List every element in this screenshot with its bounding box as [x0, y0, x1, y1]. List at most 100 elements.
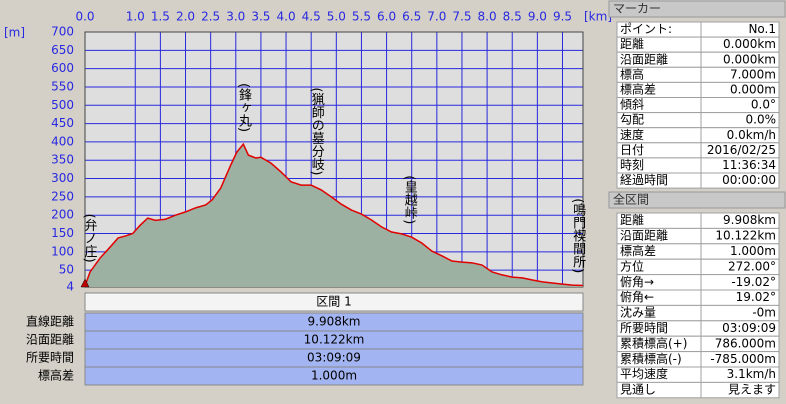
panel-value: No.1 — [748, 22, 776, 36]
panel-value: 見えます — [728, 383, 776, 397]
panel-value: 7.000m — [730, 67, 776, 81]
section-label: 所要時間 — [26, 351, 74, 365]
panel-value: 11:36:34 — [722, 158, 776, 172]
panel-label: 傾斜 — [620, 98, 644, 112]
section-label: 直線距離 — [26, 314, 74, 329]
panel-label: 平均速度 — [620, 366, 668, 381]
y-tick-label: 200 — [51, 208, 74, 222]
panel-value: 0.000km — [723, 52, 776, 66]
panel-label: ポイント: — [620, 22, 672, 36]
y-tick-label: 50 — [59, 263, 74, 277]
waypoint-label: (鳴門禊間所) — [570, 198, 586, 273]
y-tick-label: 4 — [66, 280, 74, 294]
panel-label: 速度 — [620, 127, 644, 142]
panel-value: 1.000m — [730, 244, 776, 258]
x-tick-label: 1.0 — [126, 10, 145, 24]
x-tick-label: 4.5 — [302, 10, 321, 24]
panel-value: 786.000m — [715, 336, 776, 350]
panel-label: 標高 — [620, 66, 644, 81]
panel-label: 時刻 — [620, 158, 644, 172]
panel-value: 00:00:00 — [722, 173, 776, 187]
y-axis-label: [m] — [4, 26, 25, 40]
panel-value: 19.02° — [736, 290, 776, 304]
x-tick-label: 7.5 — [452, 10, 471, 24]
panel-label: 累積標高(-) — [620, 351, 682, 366]
panel-label: 標高差 — [620, 81, 656, 96]
profile-fill — [85, 144, 583, 287]
x-tick-label: 5.0 — [327, 10, 346, 24]
y-tick-label: 550 — [51, 79, 74, 93]
section-header: 区間 1 — [316, 295, 351, 309]
x-tick-label: 6.5 — [402, 10, 421, 24]
profile-line — [84, 142, 584, 287]
x-tick-label: 4.0 — [277, 10, 296, 24]
x-tick-label: 9.5 — [553, 10, 572, 24]
y-tick-label: 300 — [51, 171, 74, 185]
panel-label: 沈み量 — [620, 305, 656, 320]
total-title-bg — [608, 191, 786, 209]
panel-value: 272.00° — [728, 259, 776, 273]
y-tick-label: 250 — [51, 189, 74, 203]
x-tick-label: 8.0 — [478, 10, 497, 24]
panel-label: 所要時間 — [620, 321, 668, 335]
x-axis-label: [km] — [584, 10, 612, 24]
panel-value: 0.000km — [723, 37, 776, 51]
marker-title: マーカー — [613, 2, 661, 16]
panel-label: 方位 — [620, 258, 644, 273]
x-tick-label: 9.0 — [528, 10, 547, 24]
section-value: 1.000m — [311, 369, 357, 383]
panel-label: 累積標高(+) — [620, 335, 687, 350]
x-tick-label: 2.0 — [176, 10, 195, 24]
section-value-bg — [84, 366, 584, 386]
panel-label: 経過時間 — [620, 173, 668, 187]
panel-label: 俯角→ — [620, 274, 654, 289]
panel-label: 日付 — [620, 143, 644, 157]
panel-value: 2016/02/25 — [707, 143, 776, 157]
panel-value: 0.000m — [730, 82, 776, 96]
panel-value: -0m — [752, 306, 776, 320]
panel-value: 3.1km/h — [727, 367, 776, 381]
y-tick-label: 400 — [51, 134, 74, 148]
waypoint-label: (弁ノ庄) — [82, 214, 98, 263]
x-tick-label: 7.0 — [427, 10, 446, 24]
y-tick-label: 500 — [51, 98, 74, 112]
waypoint-label: (鋒ヶ丸) — [236, 83, 252, 132]
y-tick-label: 100 — [51, 244, 74, 258]
waypoint-label: (皇越峠) — [402, 175, 418, 224]
section-header-bg — [84, 292, 584, 312]
marker-title-bg — [608, 0, 786, 18]
section-value: 10.122km — [304, 333, 365, 347]
section-label: 沿面距離 — [26, 333, 74, 347]
x-tick-label: 0.0 — [75, 10, 94, 24]
section-value: 9.908km — [308, 315, 361, 329]
panel-label: 沿面距離 — [620, 52, 668, 66]
y-tick-label: 650 — [51, 43, 74, 57]
panel-value: 10.122km — [715, 229, 776, 243]
panel-value: 03:09:09 — [722, 321, 776, 335]
panel-value-cell — [700, 172, 780, 189]
panel-value-cell — [700, 381, 780, 399]
panel-label: 見通し — [620, 383, 656, 397]
y-tick-label: 450 — [51, 116, 74, 130]
panel-label: 俯角← — [620, 289, 654, 304]
panel-value: 9.908km — [723, 213, 776, 227]
panel-label: 勾配 — [620, 113, 644, 127]
panel-label: 沿面距離 — [620, 229, 668, 243]
y-tick-label: 600 — [51, 61, 74, 75]
x-tick-label: 2.5 — [201, 10, 220, 24]
y-tick-label: 350 — [51, 153, 74, 167]
panel-value: 0.0° — [751, 98, 776, 112]
panel-value: -785.000m — [710, 352, 776, 366]
x-tick-label: 6.0 — [377, 10, 396, 24]
section-label: 標高差 — [38, 368, 74, 383]
x-tick-label: 3.5 — [251, 10, 270, 24]
total-title: 全区間 — [613, 192, 649, 207]
x-tick-label: 3.0 — [226, 10, 245, 24]
panel-value: -19.02° — [731, 275, 776, 289]
x-tick-label: 1.5 — [151, 10, 170, 24]
panel-value: 0.0km/h — [727, 128, 776, 142]
x-tick-label: 5.5 — [352, 10, 371, 24]
panel-label: 距離 — [620, 213, 644, 227]
marker-icon — [80, 278, 90, 288]
